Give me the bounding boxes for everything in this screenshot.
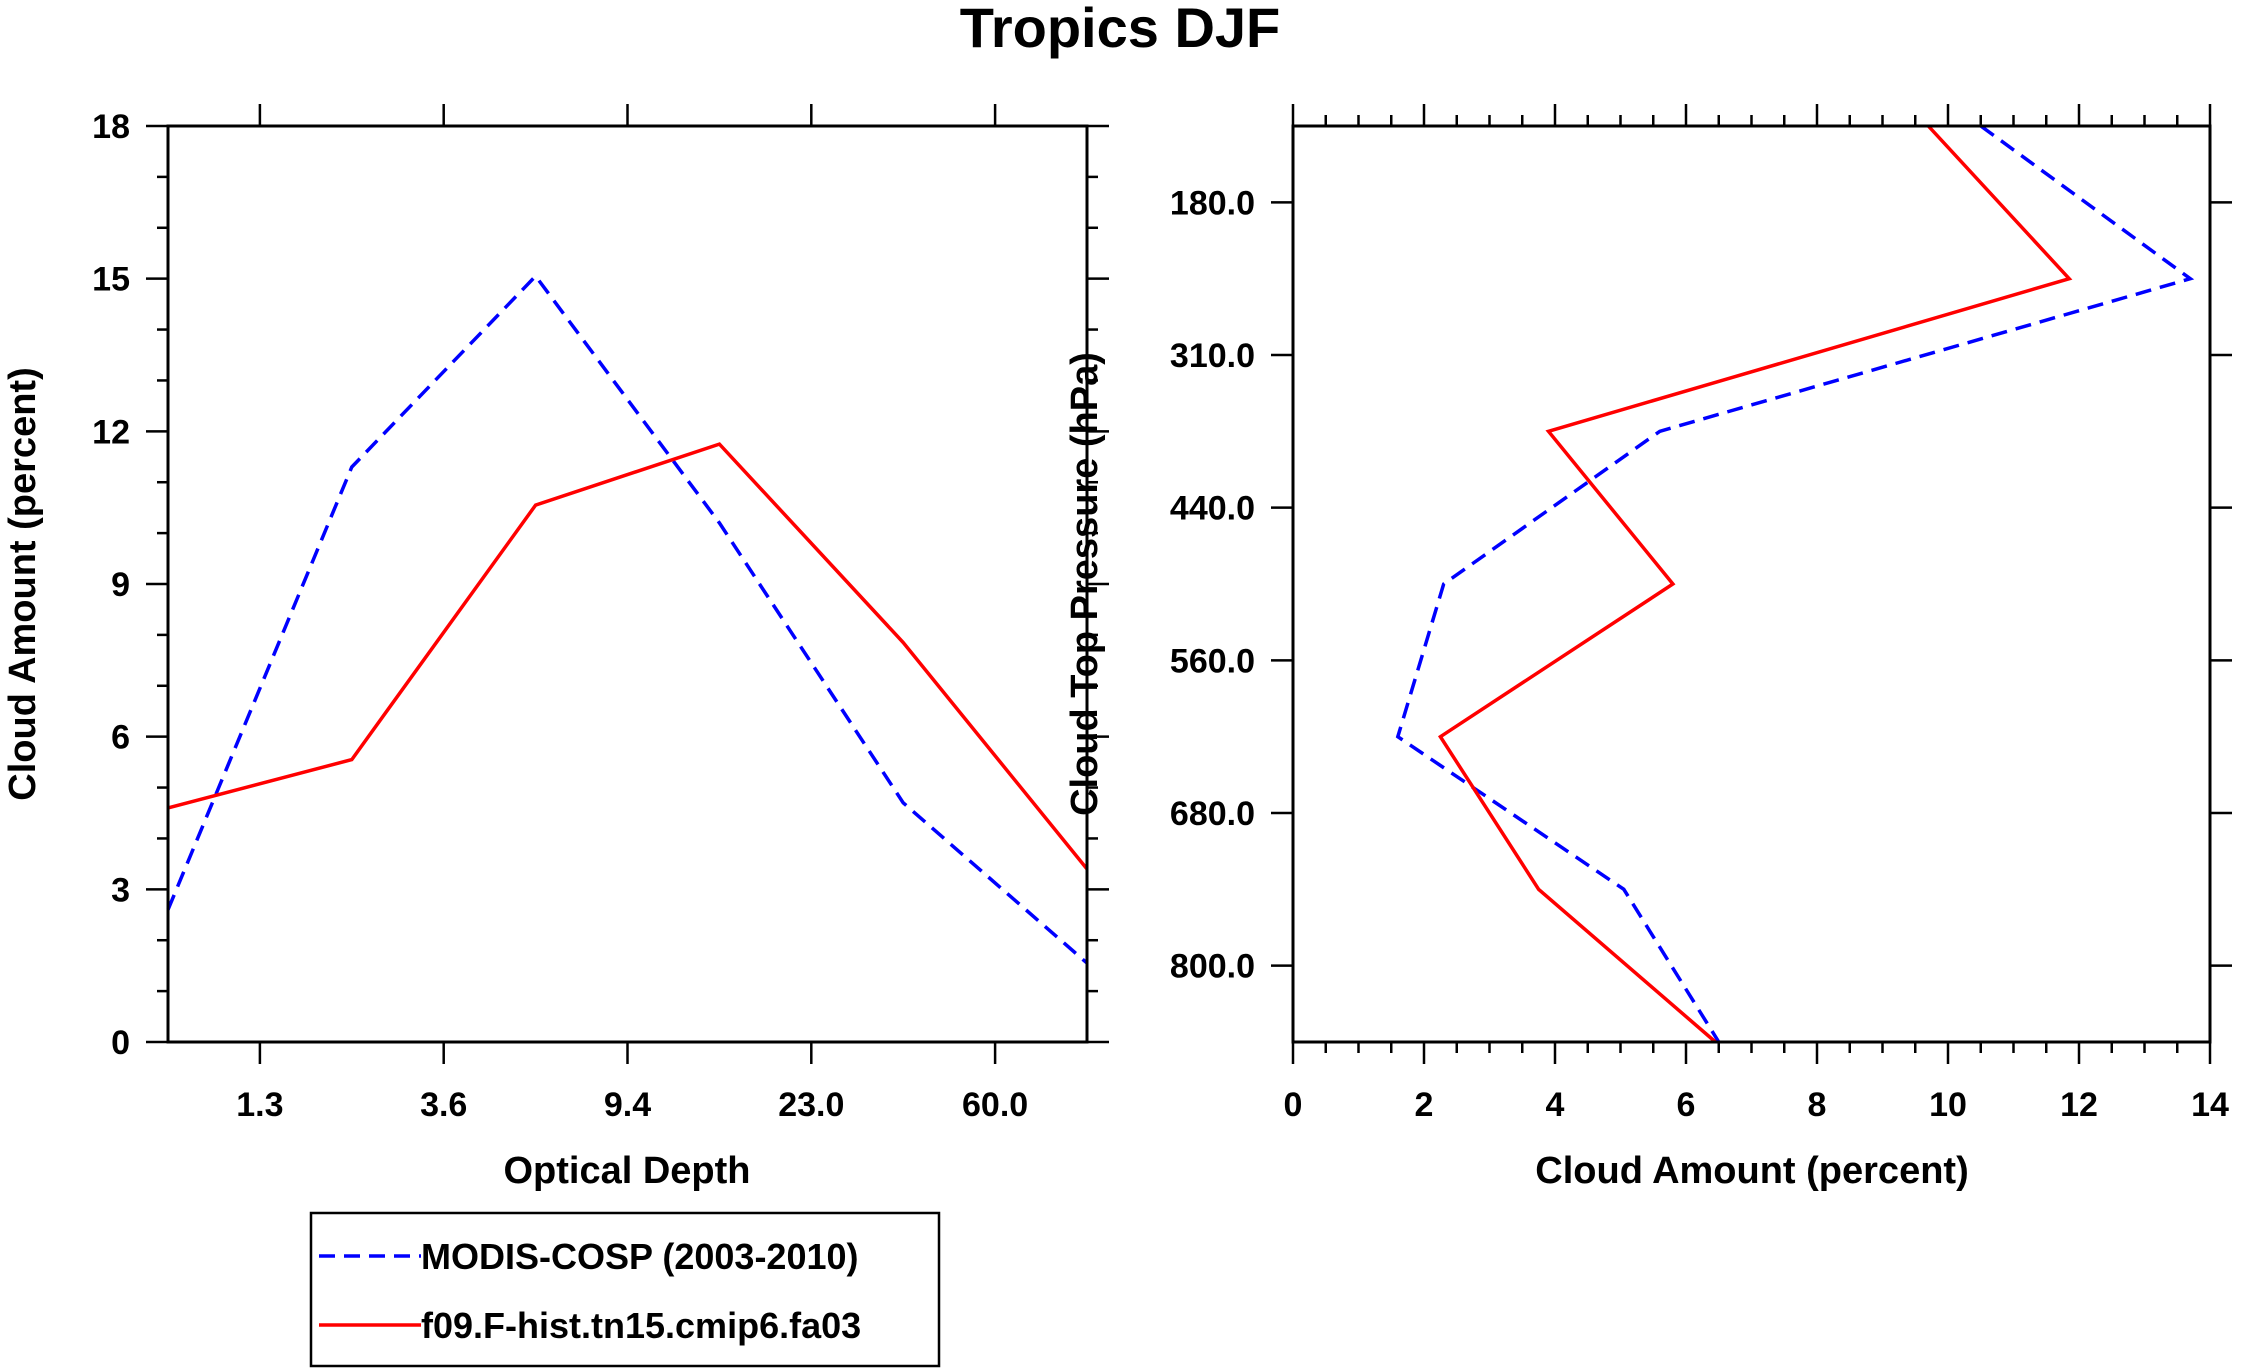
right-x-tick-label: 14 <box>2191 1086 2229 1124</box>
chart-title: Tropics DJF <box>960 0 1281 59</box>
right-series-line-model <box>1437 124 2073 1044</box>
right-y-tick-label: 680.0 <box>1170 795 1255 833</box>
left-y-tick-label: 15 <box>92 261 130 299</box>
right-ticks <box>1271 104 2232 1064</box>
left-x-tick-label: 9.4 <box>604 1086 651 1124</box>
right-plot-frame <box>1291 124 2212 1044</box>
left-x-axis-label: Optical Depth <box>503 1150 750 1192</box>
left-chart-optical-depth: 0 3 6 9 12 15 18 1.3 3.6 9.4 23.0 60.0 Optical Dept… <box>2 104 1109 1192</box>
left-y-tick-label: 0 <box>111 1024 130 1062</box>
right-x-axis-label: Cloud Amount (percent) <box>1535 1150 1968 1192</box>
legend-label-model: f09.F-hist.tn15.cmip6.fa03 <box>421 1305 861 1346</box>
right-series-lines <box>1395 124 2195 1044</box>
left-y-axis-label: Cloud Amount (percent) <box>2 367 44 800</box>
right-x-tick-label: 6 <box>1677 1086 1696 1124</box>
right-x-tick-label: 0 <box>1284 1086 1303 1124</box>
left-ticks <box>146 104 1109 1064</box>
right-chart-cloud-top-pressure: 0 2 4 6 8 10 12 14 180.0 310.0 440.0 560.0 680.0 800.… <box>1064 104 2232 1192</box>
left-series-line-modis <box>166 273 1089 965</box>
right-x-tick-label: 4 <box>1546 1086 1565 1124</box>
left-y-tick-label: 9 <box>111 566 130 604</box>
right-x-tick-label: 12 <box>2060 1086 2098 1124</box>
left-x-tick-label: 1.3 <box>236 1086 283 1124</box>
left-plot-frame <box>166 124 1089 1044</box>
right-x-tick-label: 2 <box>1415 1086 1434 1124</box>
left-series-lines <box>166 273 1089 965</box>
left-y-tick-label: 12 <box>92 413 130 451</box>
left-tick-labels: 0 3 6 9 12 15 18 1.3 3.6 9.4 23.0 60.0 <box>92 108 1028 1124</box>
right-y-tick-label: 310.0 <box>1170 337 1255 375</box>
right-y-axis-label: Cloud Top Pressure (hPa) <box>1064 352 1106 816</box>
right-tick-labels: 0 2 4 6 8 10 12 14 180.0 310.0 440.0 560.0 680.0 800.… <box>1170 184 2229 1124</box>
left-y-tick-label: 6 <box>111 719 130 757</box>
left-y-tick-label: 18 <box>92 108 130 146</box>
right-y-tick-label: 560.0 <box>1170 642 1255 680</box>
right-x-tick-label: 10 <box>1929 1086 1967 1124</box>
left-y-tick-label: 3 <box>111 871 130 909</box>
right-x-tick-label: 8 <box>1808 1086 1827 1124</box>
right-series-line-modis <box>1395 124 2195 1043</box>
right-y-tick-label: 180.0 <box>1170 184 1255 222</box>
left-x-tick-label: 60.0 <box>962 1086 1028 1124</box>
left-x-tick-label: 23.0 <box>778 1086 844 1124</box>
legend-box <box>309 1211 941 1368</box>
right-y-tick-label: 440.0 <box>1170 490 1255 528</box>
legend-label-modis: MODIS-COSP (2003-2010) <box>421 1236 859 1277</box>
legend: MODIS-COSP (2003-2010) f09.F-hist.tn15.c… <box>309 1211 941 1368</box>
right-y-tick-label: 800.0 <box>1170 948 1255 986</box>
left-series-line-model <box>167 442 1089 871</box>
left-x-tick-label: 3.6 <box>420 1086 467 1124</box>
